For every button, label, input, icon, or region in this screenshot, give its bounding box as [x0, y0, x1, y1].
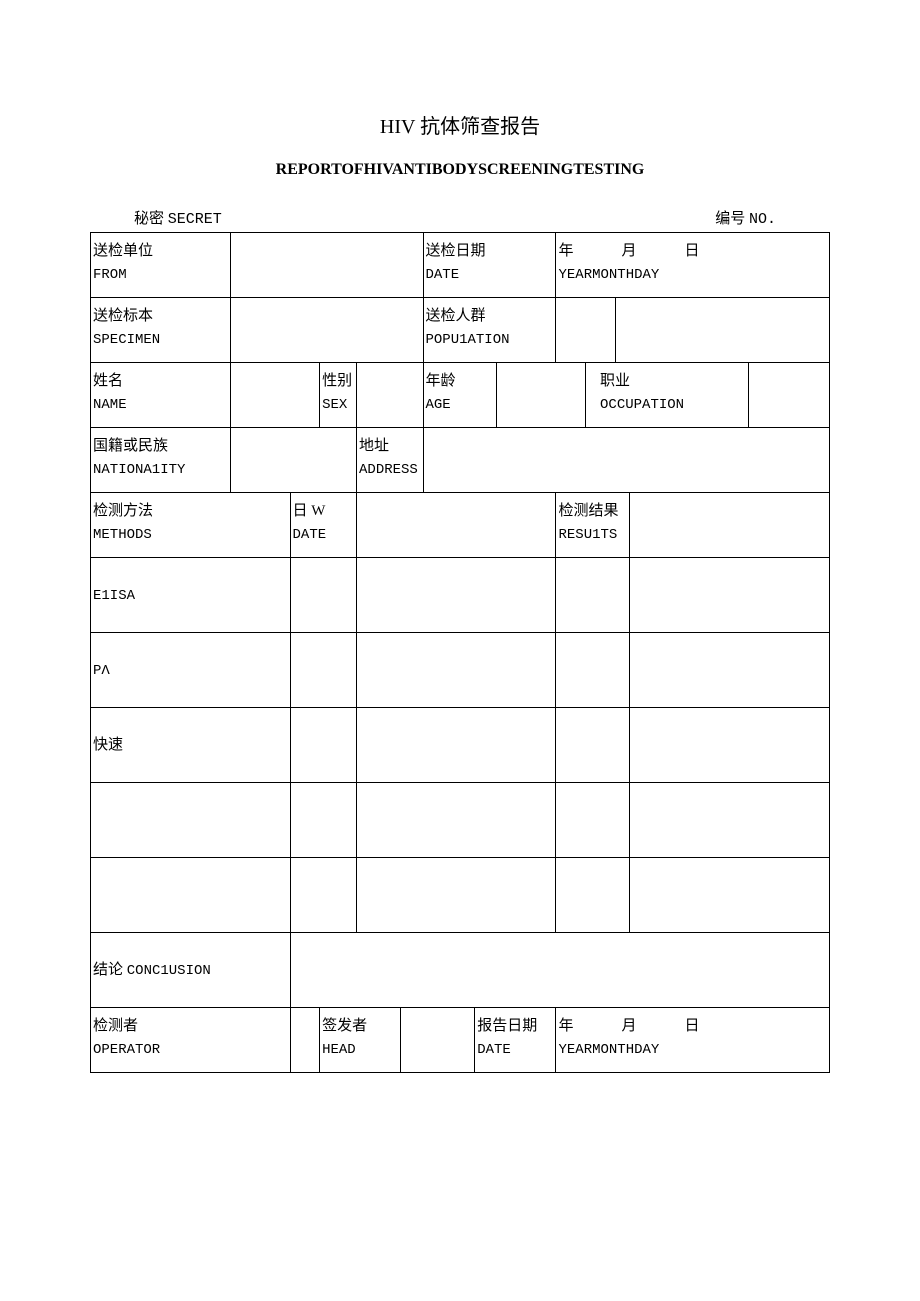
sex-label: 性别 SEX — [320, 363, 357, 428]
elisa-result[interactable] — [556, 558, 630, 633]
age-value[interactable] — [497, 363, 586, 428]
empty2-date[interactable] — [290, 858, 356, 933]
pa-result[interactable] — [556, 633, 630, 708]
header-row: 秘密 SECRET 编号 NO. — [90, 207, 830, 230]
number-en: NO. — [749, 211, 776, 228]
results-header-value[interactable] — [630, 493, 830, 558]
secret-en: SECRET — [168, 211, 222, 228]
population-value-1[interactable] — [556, 298, 615, 363]
pa-extra[interactable] — [630, 633, 830, 708]
population-value-2[interactable] — [615, 298, 829, 363]
method-rapid-label: 快速 — [91, 708, 291, 783]
empty1-date[interactable] — [290, 783, 356, 858]
specimen-label: 送检标本 SPECIMEN — [91, 298, 231, 363]
method-pa-label: PΛ — [91, 633, 291, 708]
nationality-value[interactable] — [231, 428, 357, 493]
population-label: 送检人群 POPU1ATION — [423, 298, 556, 363]
pa-date[interactable] — [290, 633, 356, 708]
name-label: 姓名 NAME — [91, 363, 231, 428]
from-label: 送检单位 FROM — [91, 233, 231, 298]
method-empty2-label[interactable] — [91, 858, 291, 933]
head-label: 签发者 HEAD — [320, 1008, 401, 1073]
method-elisa-label: E1ISA — [91, 558, 291, 633]
pa-mid[interactable] — [357, 633, 556, 708]
age-label: 年龄 AGE — [423, 363, 497, 428]
report-date-label: 报告日期 DATE — [475, 1008, 556, 1073]
rapid-date[interactable] — [290, 708, 356, 783]
occupation-value[interactable] — [748, 363, 829, 428]
rapid-extra[interactable] — [630, 708, 830, 783]
empty2-mid[interactable] — [357, 858, 556, 933]
number-cn: 编号 — [715, 211, 745, 227]
empty1-result[interactable] — [556, 783, 630, 858]
method-date-label: 日 W DATE — [290, 493, 356, 558]
report-table: 送检单位 FROM 送检日期 DATE 年月日 YEARMONTHDAY 送检标… — [90, 232, 830, 1073]
name-value[interactable] — [231, 363, 320, 428]
elisa-mid[interactable] — [357, 558, 556, 633]
specimen-value[interactable] — [231, 298, 423, 363]
operator-label: 检测者 OPERATOR — [91, 1008, 291, 1073]
secret-label: 秘密 SECRET — [134, 207, 222, 230]
empty2-extra[interactable] — [630, 858, 830, 933]
title-chinese: HIV 抗体筛查报告 — [90, 110, 830, 139]
nationality-label: 国籍或民族 NATIONA1ITY — [91, 428, 231, 493]
address-value[interactable] — [423, 428, 830, 493]
operator-value[interactable] — [290, 1008, 320, 1073]
title-english: REPORTOFHIVANTIBODYSCREENINGTESTING — [90, 161, 830, 179]
address-label: 地址 ADDRESS — [357, 428, 423, 493]
method-date-value[interactable] — [357, 493, 556, 558]
rapid-mid[interactable] — [357, 708, 556, 783]
empty2-result[interactable] — [556, 858, 630, 933]
conclusion-value[interactable] — [290, 933, 829, 1008]
elisa-extra[interactable] — [630, 558, 830, 633]
sex-value[interactable] — [357, 363, 423, 428]
secret-cn: 秘密 — [134, 211, 164, 227]
method-empty1-label[interactable] — [91, 783, 291, 858]
submit-date-label: 送检日期 DATE — [423, 233, 556, 298]
from-value[interactable] — [231, 233, 423, 298]
empty1-extra[interactable] — [630, 783, 830, 858]
number-label: 编号 NO. — [715, 207, 776, 230]
report-date-value[interactable]: 年月日 YEARMONTHDAY — [556, 1008, 830, 1073]
conclusion-label: 结论 CONC1USION — [91, 933, 291, 1008]
rapid-result[interactable] — [556, 708, 630, 783]
results-label: 检测结果 RESU1TS — [556, 493, 630, 558]
head-value[interactable] — [401, 1008, 475, 1073]
submit-date-value[interactable]: 年月日 YEARMONTHDAY — [556, 233, 830, 298]
occupation-label: 职业 OCCUPATION — [586, 363, 749, 428]
elisa-date[interactable] — [290, 558, 356, 633]
empty1-mid[interactable] — [357, 783, 556, 858]
methods-label: 检测方法 METHODS — [91, 493, 291, 558]
